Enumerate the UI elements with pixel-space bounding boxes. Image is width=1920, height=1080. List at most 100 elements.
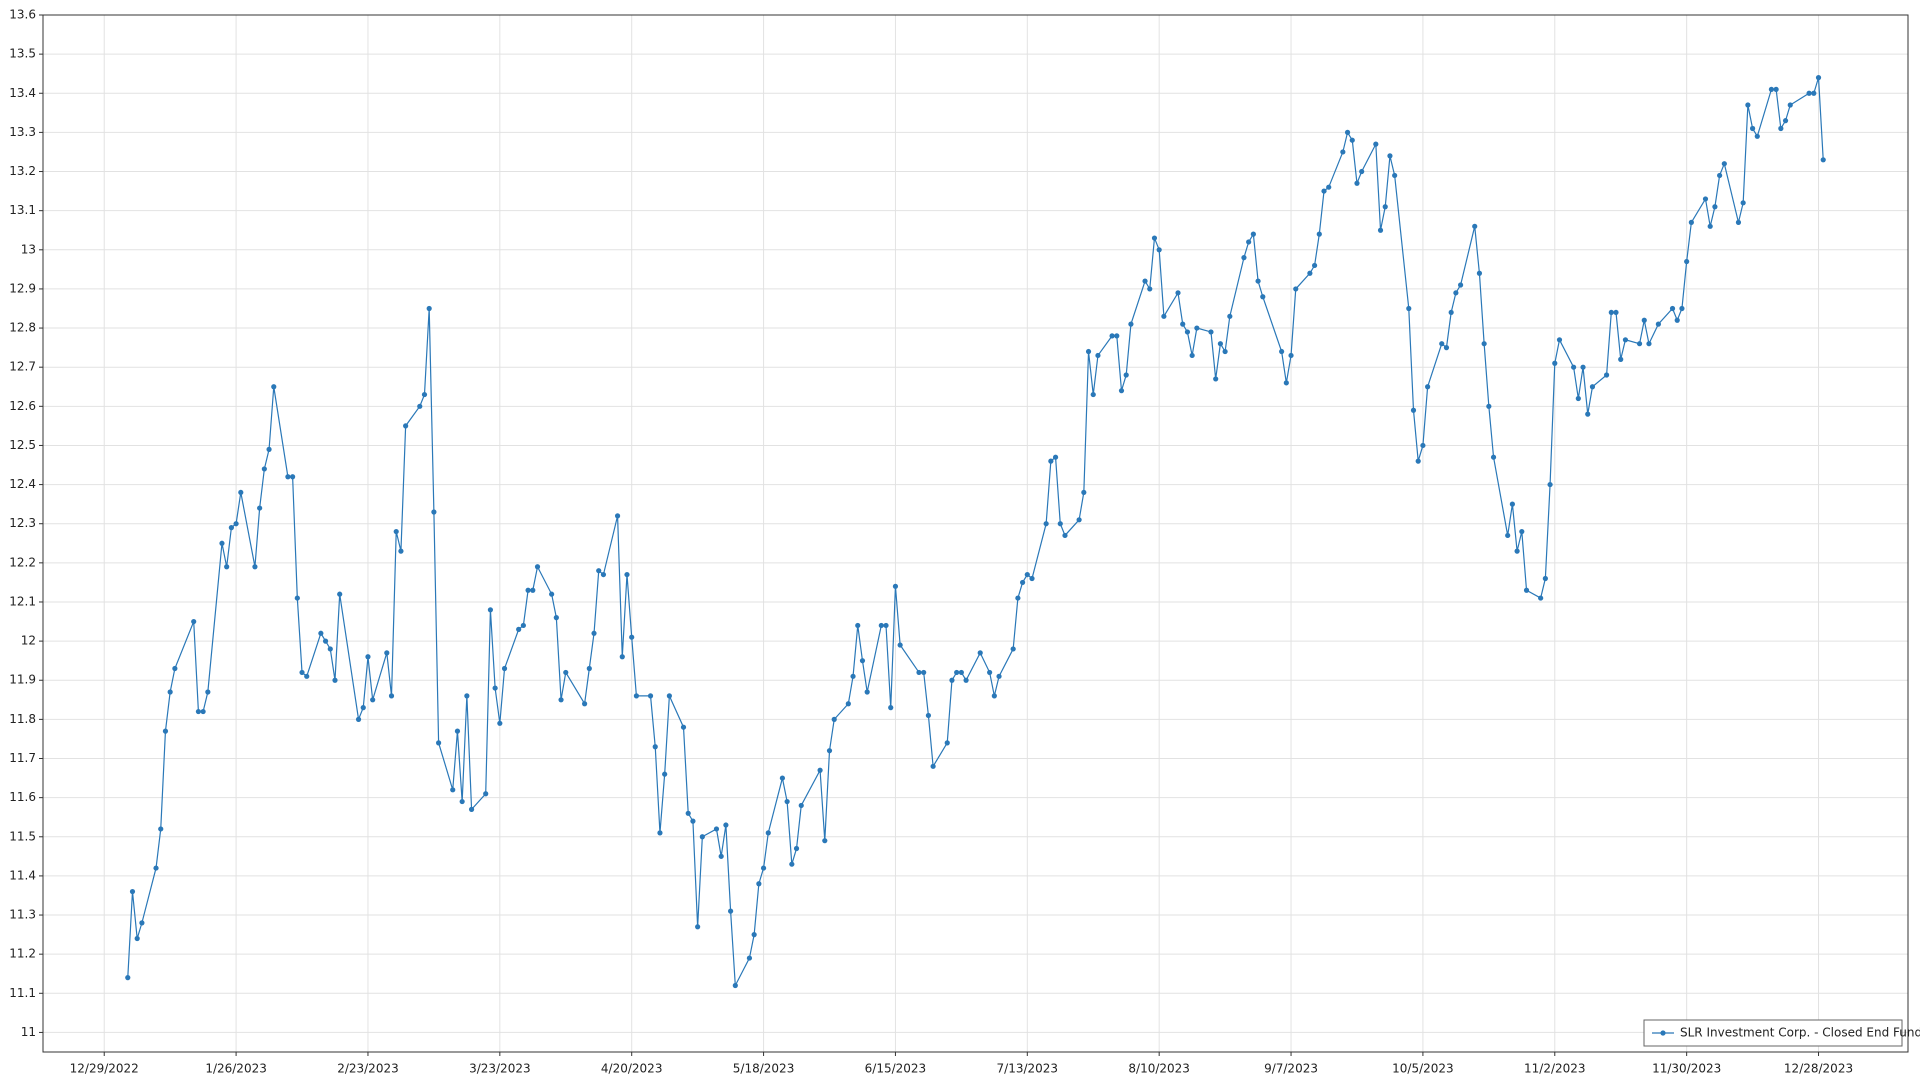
data-point [1486, 403, 1492, 409]
data-point [431, 509, 437, 515]
data-point [680, 724, 687, 730]
y-tick-label: 13.4 [9, 86, 36, 100]
data-point [520, 622, 526, 629]
data-point [1406, 305, 1412, 312]
data-point [450, 787, 456, 793]
y-tick-label: 11.3 [9, 908, 36, 922]
data-point [619, 654, 625, 660]
data-point [793, 845, 800, 852]
data-point [1288, 352, 1294, 359]
y-tick-label: 12.5 [9, 438, 36, 452]
x-tick-label: 11/30/2023 [1652, 1062, 1721, 1076]
data-point [464, 693, 470, 699]
data-point [228, 525, 234, 531]
data-point [1109, 333, 1115, 339]
data-point [1387, 153, 1393, 159]
data-point [864, 689, 870, 695]
y-tick-label: 13.5 [9, 47, 36, 61]
data-point [426, 305, 432, 312]
y-tick-label: 11.7 [9, 751, 36, 765]
data-point [1679, 305, 1685, 312]
x-tick-label: 11/2/2023 [1524, 1062, 1586, 1076]
data-point [1227, 313, 1233, 319]
data-point [1161, 313, 1167, 319]
data-point [436, 740, 442, 746]
grid [43, 14, 1908, 1052]
data-point [1260, 294, 1266, 300]
data-point [1476, 270, 1483, 276]
data-point [191, 618, 197, 625]
data-point [501, 665, 508, 672]
x-tick-label: 9/7/2023 [1264, 1062, 1318, 1076]
data-point [1613, 309, 1619, 316]
data-point [1029, 575, 1035, 582]
data-point [1735, 219, 1742, 225]
data-point [205, 689, 211, 695]
data-point [299, 669, 305, 676]
legend-box [1643, 1019, 1903, 1047]
y-tick-label: 11 [21, 1025, 36, 1039]
data-point [1589, 384, 1596, 390]
data-point [1745, 102, 1751, 108]
data-point [1669, 305, 1676, 312]
data-point [1283, 380, 1289, 386]
data-point [1580, 364, 1586, 370]
data-point [1326, 184, 1332, 190]
data-point [883, 622, 889, 629]
data-point [817, 767, 823, 773]
data-point [1114, 333, 1120, 339]
data-point [859, 658, 866, 664]
data-point [1542, 575, 1548, 582]
data-point [167, 689, 173, 695]
data-point [845, 701, 851, 707]
data-point [1279, 348, 1285, 355]
data-point [332, 677, 338, 683]
data-point [1076, 517, 1082, 523]
data-point [944, 740, 950, 746]
data-point [831, 716, 837, 722]
data-point [1538, 595, 1544, 601]
data-point [1151, 235, 1158, 241]
data-point [1382, 204, 1388, 210]
data-point [949, 677, 955, 683]
data-point [1184, 329, 1191, 335]
data-point [1194, 325, 1200, 331]
data-point [1118, 388, 1125, 394]
y-tick-label: 12.6 [9, 399, 36, 413]
y-tick-label: 13.1 [9, 203, 36, 217]
data-point [497, 720, 503, 726]
data-point [826, 748, 833, 754]
data-point [1439, 341, 1445, 347]
data-point [855, 622, 861, 629]
data-point [421, 391, 428, 398]
data-point [1175, 290, 1181, 296]
data-point [534, 564, 541, 570]
data-point [1622, 337, 1629, 343]
data-point [1057, 521, 1063, 527]
x-tick-label: 7/13/2023 [997, 1062, 1059, 1076]
data-point [1811, 90, 1817, 96]
data-point [987, 669, 993, 676]
data-point [789, 861, 795, 867]
y-tick-label: 11.4 [9, 868, 36, 882]
data-point [685, 810, 691, 816]
data-point [633, 693, 640, 699]
data-point [746, 955, 753, 961]
data-point [1782, 118, 1789, 124]
data-point [294, 595, 300, 601]
data-point [1019, 579, 1026, 586]
data-point [657, 830, 663, 836]
data-point [1217, 341, 1223, 347]
data-point [996, 673, 1002, 679]
data-point [614, 513, 621, 519]
data-point [1575, 395, 1581, 402]
data-point [954, 669, 960, 676]
data-point [1015, 595, 1021, 601]
data-point [261, 466, 267, 472]
data-point [257, 505, 263, 511]
x-tick-label: 8/10/2023 [1128, 1062, 1190, 1076]
data-point [1585, 411, 1591, 417]
data-point [1740, 200, 1746, 206]
data-point [360, 705, 366, 711]
data-point [1641, 317, 1647, 323]
